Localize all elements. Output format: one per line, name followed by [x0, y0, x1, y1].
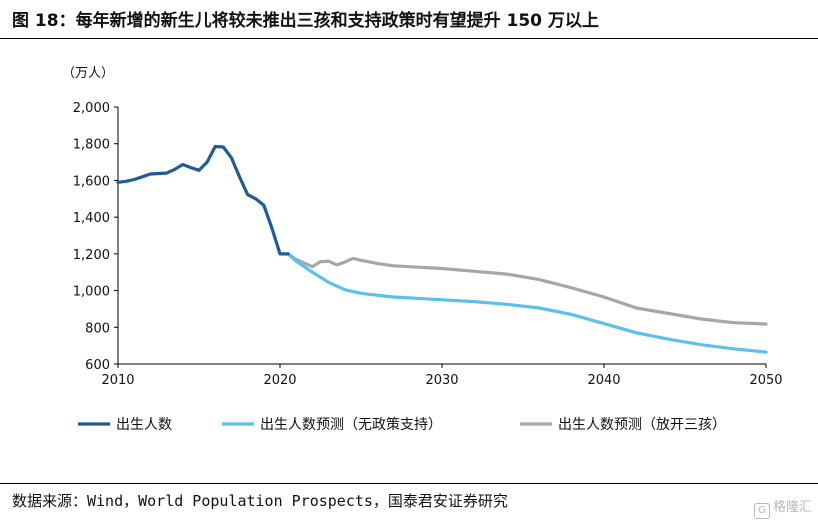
series-line-2 [286, 252, 768, 326]
axes: 600 800 1,000 1,200 1,400 1,600 1,800 2,000 2010… [73, 101, 783, 388]
legend: 出生人数 出生人数预测（无政策支持） 出生人数预测（放开三孩） [78, 416, 726, 433]
watermark-text: 格隆汇 [772, 500, 812, 515]
y-tick-label: 800 [85, 321, 110, 336]
chart-title: 图 18：每年新增的新生儿将较未推出三孩和支持政策时有望提升 150 万以上 [12, 11, 599, 31]
y-tick-label: 1,400 [73, 211, 110, 226]
y-tick-label: 600 [85, 358, 110, 373]
line-chart: （万人） 600 800 1,000 1,200 1,400 1,600 1,800 2,00… [62, 66, 783, 433]
watermark: G 格隆汇 [753, 496, 812, 519]
y-tick-label: 1,000 [73, 285, 110, 300]
x-tick-label: 2020 [263, 373, 296, 388]
y-tick-label: 2,000 [73, 101, 110, 116]
series-line-1 [286, 252, 768, 354]
legend-label-0: 出生人数 [116, 417, 172, 433]
legend-label-1: 出生人数预测（无政策支持） [260, 416, 442, 433]
y-tick-label: 1,800 [73, 138, 110, 153]
y-axis-unit-label: （万人） [62, 66, 114, 81]
y-tick-label: 1,600 [73, 174, 110, 189]
y-tick-label: 1,200 [73, 248, 110, 263]
watermark-logo-icon: G [753, 503, 770, 519]
x-tick-label: 2030 [425, 373, 458, 388]
x-tick-label: 2010 [101, 373, 134, 388]
source-note: 数据来源：Wind，World Population Prospects，国泰君… [12, 492, 508, 510]
series-lines [116, 144, 768, 354]
title-divider [0, 38, 818, 39]
series-line-0 [116, 144, 290, 256]
x-tick-label: 2040 [587, 373, 620, 388]
legend-label-2: 出生人数预测（放开三孩） [558, 417, 726, 433]
source-divider [0, 483, 818, 484]
x-tick-label: 2050 [749, 373, 782, 388]
